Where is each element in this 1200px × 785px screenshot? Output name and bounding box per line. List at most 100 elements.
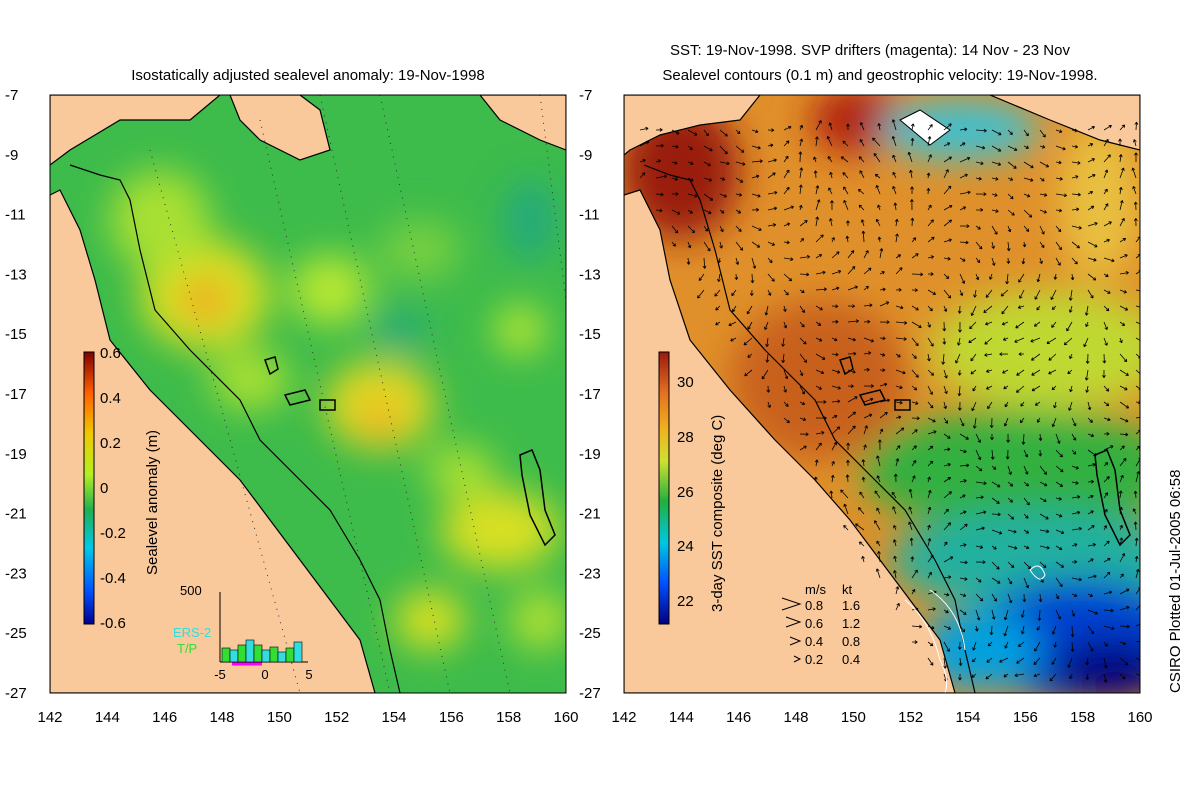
velocity-arrow [1087,574,1097,579]
velocity-arrow [1087,433,1095,438]
velocity-arrow [895,337,907,341]
velocity-arrow [1003,673,1009,678]
sla-tick-3: 0 [100,480,108,497]
velocity-arrow [767,257,773,264]
velocity-arrow [799,220,808,227]
velocity-arrow [1119,457,1127,467]
velocity-arrow [1039,129,1046,138]
velocity-arrow [1071,144,1079,149]
velocity-arrow [927,524,931,531]
velocity-arrow [767,273,775,282]
velocity-arrow [943,447,951,452]
velocity-arrow [783,155,789,163]
velocity-arrow [1087,641,1094,652]
velocity-arrow [1119,385,1128,391]
velocity-arrow [970,353,977,362]
velocity-arrow [959,625,966,633]
velocity-arrow [943,556,954,563]
velocity-ms-0: 0.8 [805,598,823,613]
velocity-arrow [861,476,866,483]
velocity-arrow [991,512,1001,517]
velocity-arrow [831,270,842,275]
velocity-arrow [991,161,1002,166]
velocity-arrow [1087,479,1095,484]
velocity-arrow [1023,481,1030,487]
velocity-arrow [986,657,993,663]
left-map-frame [49,94,567,694]
velocity-arrow [815,185,820,195]
shelf-contour-left [69,164,401,693]
velocity-arrow [1034,641,1041,652]
velocity-arrow [1002,369,1009,374]
velocity-arrow [843,199,849,211]
velocity-arrow [1119,237,1127,243]
velocity-arrow [877,236,882,243]
velocity-arrow [1016,369,1025,376]
velocity-arrow [1007,529,1017,534]
velocity-arrow [799,337,807,345]
velocity-arrow [892,186,897,195]
velocity-arrow [1070,273,1075,281]
velocity-arrow [969,321,977,330]
velocity-arrow [703,129,709,137]
velocity-arrow [799,238,805,243]
velocity-arrow [1069,673,1073,680]
velocity-arrow [1103,431,1110,436]
velocity-legend: m/s kt 0.8 1.6 0.6 1.2 0.4 0.8 0.2 0.4 [781,582,860,667]
velocity-kt-3: 0.4 [842,652,860,667]
right-lat-tick-10: -27 [579,685,601,702]
right-lat-tick-3: -13 [579,266,601,283]
velocity-arrow [892,506,897,515]
velocity-arrow [744,369,753,377]
velocity-arrow [1071,175,1079,179]
velocity-arrow [986,369,993,373]
velocity-arrow [1039,177,1045,182]
velocity-arrow [798,184,803,195]
velocity-arrow [957,401,962,411]
velocity-arrow [991,193,998,197]
velocity-arrow [927,219,934,227]
velocity-arrow [655,208,663,213]
velocity-arrow [991,545,997,550]
velocity-arrow [1055,193,1067,198]
right-lon-tick-1: 144 [669,709,694,726]
velocity-arrow [702,257,707,269]
velocity-arrow [943,219,953,227]
velocity-arrow [959,593,967,598]
velocity-arrow [973,289,977,298]
velocity-arrow [781,337,785,347]
velocity-arrow [1134,121,1139,131]
velocity-arrow [1087,273,1097,281]
velocity-arrow [895,458,900,467]
velocity-arrow [999,657,1009,663]
velocity-arrow [943,238,952,243]
velocity-arrow [1087,222,1098,227]
velocity-arrow [876,540,881,547]
velocity-arrow [879,320,890,325]
velocity-arrow [911,272,924,277]
velocity-arrow [955,353,961,364]
velocity-arrow [859,491,865,499]
velocity-arrow [815,254,823,259]
velocity-arrow [1071,510,1081,515]
velocity-arrow [1071,481,1079,485]
velocity-arrow [959,560,968,565]
velocity-arrow [1039,257,1043,264]
velocity-arrow [975,241,983,250]
right-lat-tick-6: -19 [579,446,601,463]
velocity-arrow [743,337,753,346]
velocity-arrow [1033,673,1041,678]
velocity-arrow [895,586,900,595]
velocity-arrow [876,507,881,515]
velocity-arrow [975,273,980,281]
velocity-arrow [703,193,714,201]
velocity-ms-2: 0.4 [805,634,823,649]
velocity-arrow [975,128,987,133]
velocity-arrow [943,417,949,424]
velocity-arrow [1055,208,1063,213]
velocity-arrow [879,301,890,307]
velocity-arrow [831,286,840,291]
sla-tick-1: 0.4 [100,390,121,407]
velocity-arrow [1022,241,1027,248]
velocity-arrow [1016,657,1025,664]
